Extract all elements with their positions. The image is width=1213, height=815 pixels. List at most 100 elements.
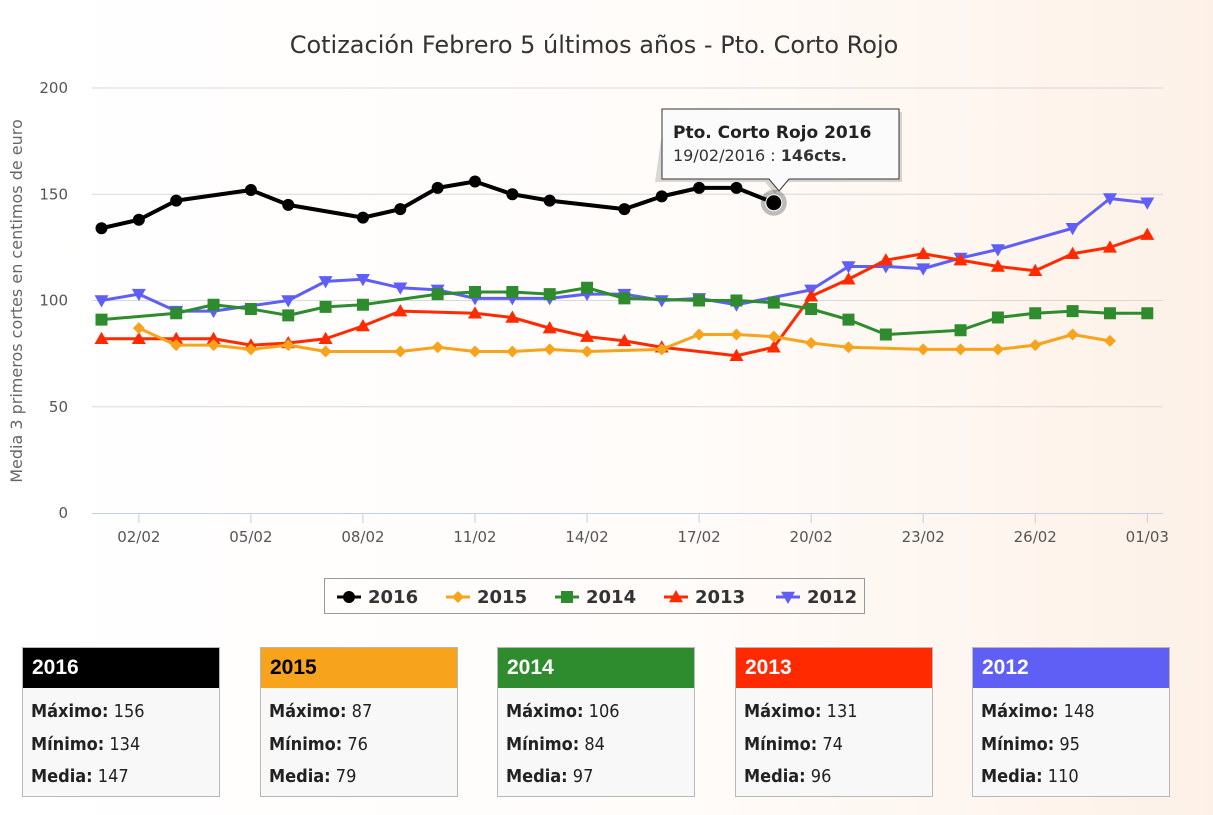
data-point-2016[interactable] xyxy=(618,203,631,216)
data-point-2012[interactable] xyxy=(1065,223,1080,236)
data-point-2014[interactable] xyxy=(767,296,780,309)
data-point-2013[interactable] xyxy=(1140,227,1155,240)
data-point-2014[interactable] xyxy=(469,286,481,298)
data-point-2015[interactable] xyxy=(767,330,780,343)
data-point-2016[interactable] xyxy=(95,222,108,235)
data-point-2013[interactable] xyxy=(841,272,856,285)
data-point-2012[interactable] xyxy=(1102,193,1117,206)
data-point-2014[interactable] xyxy=(170,307,183,320)
data-point-2013[interactable] xyxy=(953,253,968,266)
data-point-2016[interactable] xyxy=(506,188,519,201)
data-point-2015[interactable] xyxy=(543,343,556,356)
data-point-2012[interactable] xyxy=(94,295,109,308)
data-point-2013[interactable] xyxy=(355,319,370,332)
data-point-2013[interactable] xyxy=(206,331,221,344)
data-point-2013[interactable] xyxy=(1028,263,1043,276)
data-point-2014[interactable] xyxy=(1103,307,1116,320)
data-point-2014[interactable] xyxy=(991,311,1004,324)
data-point-2016[interactable] xyxy=(543,194,556,207)
data-point-2014[interactable] xyxy=(319,300,332,313)
data-point-2016[interactable] xyxy=(655,190,668,203)
data-point-2015[interactable] xyxy=(469,345,481,358)
legend-item-2013[interactable]: 2013 xyxy=(664,587,745,608)
data-point-2013[interactable] xyxy=(94,331,109,344)
legend-item-2016[interactable]: 2016 xyxy=(337,587,418,608)
data-point-2014[interactable] xyxy=(842,313,855,326)
data-point-2012[interactable] xyxy=(318,276,333,289)
data-point-2015[interactable] xyxy=(207,339,220,352)
data-point-2016[interactable] xyxy=(282,198,295,211)
data-point-2015[interactable] xyxy=(693,328,706,341)
data-point-2015[interactable] xyxy=(1066,328,1079,341)
data-point-2016[interactable] xyxy=(244,184,257,196)
data-point-2014[interactable] xyxy=(431,288,444,301)
data-point-2013[interactable] xyxy=(1065,246,1080,259)
data-point-2012[interactable] xyxy=(131,288,146,302)
data-point-2014[interactable] xyxy=(730,294,743,307)
data-point-2013[interactable] xyxy=(1102,240,1117,253)
data-point-2014[interactable] xyxy=(356,298,369,311)
legend-item-2012[interactable]: 2012 xyxy=(776,587,857,608)
data-point-2015[interactable] xyxy=(655,343,668,356)
data-point-2014[interactable] xyxy=(1141,307,1154,320)
data-point-2016[interactable] xyxy=(394,203,407,216)
data-point-2014[interactable] xyxy=(954,324,967,337)
legend-item-2014[interactable]: 2014 xyxy=(555,587,636,608)
data-point-2015[interactable] xyxy=(805,337,818,349)
data-point-2013[interactable] xyxy=(729,348,744,361)
data-point-2015[interactable] xyxy=(954,343,967,356)
data-point-2014[interactable] xyxy=(282,309,295,322)
data-point-2012[interactable] xyxy=(1140,197,1155,210)
legend-item-2015[interactable]: 2015 xyxy=(446,587,527,608)
data-point-2016[interactable] xyxy=(431,181,444,194)
data-point-2015[interactable] xyxy=(991,343,1004,356)
data-point-2013[interactable] xyxy=(131,331,146,344)
data-point-2013[interactable] xyxy=(169,331,184,344)
data-point-2013[interactable] xyxy=(916,246,931,259)
data-point-2016[interactable] xyxy=(730,181,743,194)
data-point-2012[interactable] xyxy=(393,282,408,295)
data-point-2014[interactable] xyxy=(506,286,519,298)
data-point-2014[interactable] xyxy=(693,294,706,307)
data-point-2012[interactable] xyxy=(990,244,1005,257)
data-point-2015[interactable] xyxy=(282,339,295,352)
data-point-2012[interactable] xyxy=(916,263,931,276)
data-point-2013[interactable] xyxy=(804,289,819,302)
data-point-2014[interactable] xyxy=(1029,307,1042,320)
data-point-2016[interactable] xyxy=(170,194,183,207)
data-point-2012[interactable] xyxy=(281,295,296,308)
data-point-2013[interactable] xyxy=(468,306,482,319)
data-point-2014[interactable] xyxy=(581,281,594,294)
data-point-2014[interactable] xyxy=(207,298,220,311)
data-point-2015[interactable] xyxy=(1103,334,1116,347)
data-point-2016[interactable] xyxy=(693,181,706,194)
hover-point[interactable] xyxy=(765,194,783,212)
data-point-2016[interactable] xyxy=(356,211,369,224)
data-point-2015[interactable] xyxy=(170,339,183,352)
data-point-2015[interactable] xyxy=(917,343,930,356)
data-point-2014[interactable] xyxy=(244,303,257,315)
data-point-2015[interactable] xyxy=(842,341,855,354)
data-point-2013[interactable] xyxy=(617,333,632,347)
data-point-2015[interactable] xyxy=(506,345,519,358)
data-point-2015[interactable] xyxy=(394,345,407,358)
data-point-2014[interactable] xyxy=(805,303,818,315)
data-point-2014[interactable] xyxy=(618,292,631,305)
data-point-2014[interactable] xyxy=(879,328,892,341)
data-point-2015[interactable] xyxy=(581,345,594,358)
data-point-2012[interactable] xyxy=(841,261,856,274)
data-point-2013[interactable] xyxy=(878,253,893,266)
data-point-2013[interactable] xyxy=(580,329,595,342)
data-point-2014[interactable] xyxy=(95,313,108,326)
data-point-2015[interactable] xyxy=(431,341,444,354)
data-point-2015[interactable] xyxy=(1029,339,1042,352)
data-point-2013[interactable] xyxy=(990,259,1005,272)
data-point-2015[interactable] xyxy=(132,322,145,335)
data-point-2014[interactable] xyxy=(543,288,556,301)
data-point-2013[interactable] xyxy=(393,304,408,317)
data-point-2012[interactable] xyxy=(355,274,370,287)
data-point-2016[interactable] xyxy=(132,213,145,226)
data-point-2015[interactable] xyxy=(319,345,332,358)
data-point-2016[interactable] xyxy=(469,175,481,188)
data-point-2013[interactable] xyxy=(766,340,781,353)
